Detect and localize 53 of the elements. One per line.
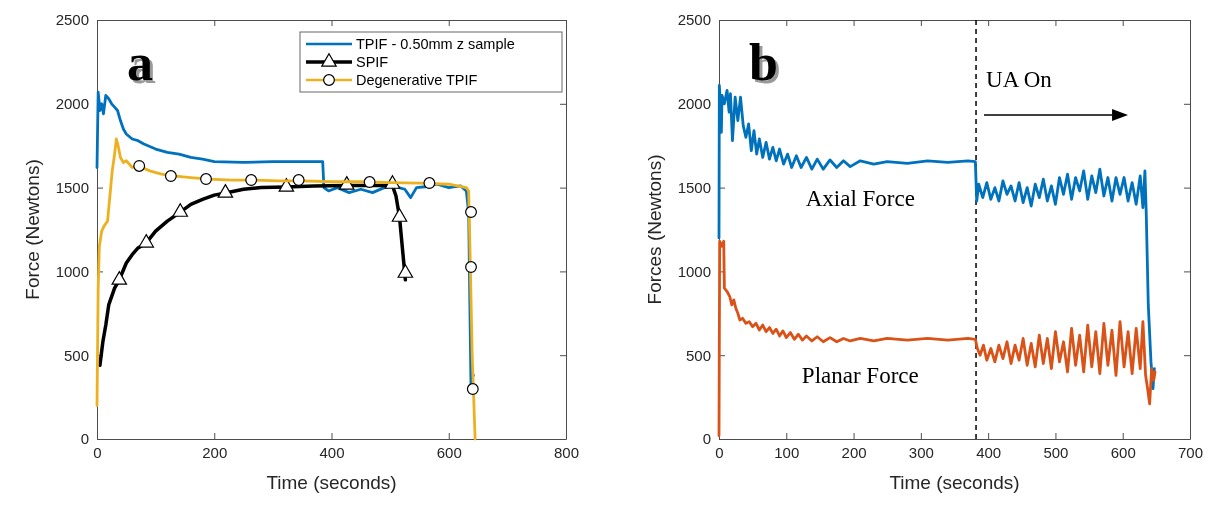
- point: [111, 271, 128, 285]
- x-tick-label: 0: [93, 443, 102, 461]
- legend-label: SPIF: [356, 54, 389, 70]
- line-series: [717, 239, 1157, 438]
- y-tick-label: 2500: [55, 11, 89, 29]
- y-tick-label: 2500: [677, 11, 711, 29]
- x-axis-title: Time (seconds): [266, 472, 397, 493]
- y-axis-title: Force (Newtons): [22, 159, 43, 300]
- x-tick-label: 700: [1177, 443, 1204, 461]
- point: [172, 203, 189, 217]
- x-tick-label: 500: [1043, 443, 1069, 461]
- y-tick-label: 0: [702, 430, 711, 448]
- point: [363, 176, 376, 189]
- x-axis-title: Time (seconds): [889, 472, 1020, 493]
- x-tick-label: 600: [1110, 443, 1136, 461]
- series-label: Planar Force: [801, 363, 919, 389]
- y-tick-label: 500: [685, 346, 711, 364]
- x-tick-label: 600: [436, 443, 462, 461]
- y-tick-label: 500: [63, 346, 89, 364]
- ref-line-label: UA On: [986, 67, 1053, 92]
- x-tick-label: 400: [976, 443, 1002, 461]
- point: [217, 184, 234, 198]
- point: [138, 233, 155, 248]
- y-tick-label: 1500: [677, 178, 711, 196]
- point: [200, 173, 212, 185]
- point: [292, 174, 305, 186]
- y-tick-label: 1000: [677, 262, 711, 280]
- point: [245, 174, 258, 186]
- y-tick-label: 2000: [55, 95, 89, 113]
- x-tick-label: 200: [841, 443, 867, 461]
- x-tick-label: 800: [553, 443, 580, 461]
- legend-label: Degenerative TPIF: [356, 72, 478, 88]
- line-series: [95, 137, 477, 441]
- x-tick-label: 400: [319, 443, 345, 461]
- x-tick-label: 200: [202, 443, 228, 461]
- annotation: a: [130, 37, 156, 94]
- x-tick-label: 0: [715, 443, 724, 461]
- x-tick-label: 300: [908, 443, 934, 461]
- point: [133, 160, 146, 172]
- point: [465, 261, 477, 273]
- y-tick-label: 2000: [677, 95, 711, 113]
- series-label: Axial Force: [805, 185, 915, 211]
- y-tick-label: 0: [80, 430, 89, 448]
- y-tick-label: 1500: [55, 178, 89, 196]
- point: [465, 206, 477, 219]
- point: [423, 177, 436, 190]
- point: [397, 264, 414, 278]
- y-axis-title: Forces (Newtons): [644, 154, 665, 305]
- point: [391, 208, 408, 222]
- point: [164, 170, 177, 182]
- x-tick-label: 100: [774, 443, 800, 461]
- legend-label: TPIF - 0.50mm z sample: [356, 36, 515, 52]
- y-tick-label: 1000: [55, 262, 89, 280]
